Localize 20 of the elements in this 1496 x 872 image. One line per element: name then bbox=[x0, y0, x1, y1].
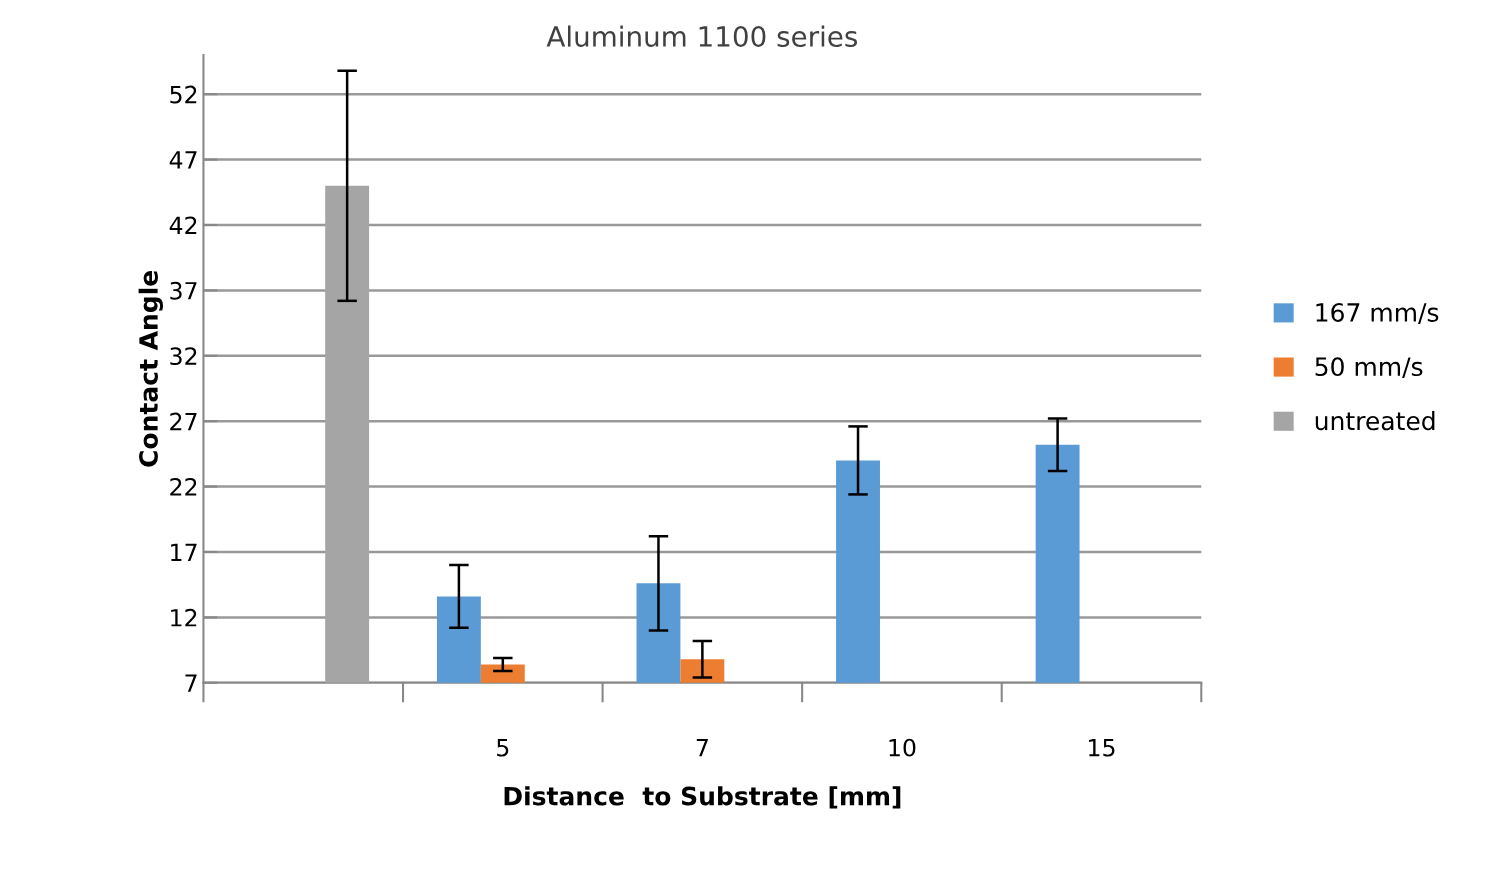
x-tick-label: 10 bbox=[889, 738, 916, 757]
y-axis-title: Contact Angle bbox=[138, 270, 163, 467]
y-tick-label: 32 bbox=[170, 347, 197, 366]
chart-title: Aluminum 1100 series bbox=[546, 25, 858, 47]
x-axis-title: Distance to Substrate [mm] bbox=[504, 786, 901, 809]
legend-label: untreated bbox=[1315, 410, 1435, 431]
y-tick-label: 27 bbox=[170, 412, 197, 431]
legend-label: 50 mm/s bbox=[1315, 357, 1423, 379]
y-tick-label: 17 bbox=[171, 543, 197, 561]
y-tick-label: 52 bbox=[170, 85, 197, 104]
y-tick-label: 42 bbox=[169, 216, 197, 234]
x-tick-label: 7 bbox=[696, 739, 708, 757]
x-tick-label: 5 bbox=[497, 739, 509, 757]
y-tick-label: 22 bbox=[170, 478, 197, 496]
legend-label: 167 mm/s bbox=[1316, 303, 1439, 324]
y-tick-label: 47 bbox=[169, 151, 197, 169]
y-tick-label: 12 bbox=[171, 608, 197, 627]
x-tick-label: 15 bbox=[1089, 739, 1115, 757]
y-tick-label: 37 bbox=[170, 281, 197, 300]
y-tick-label: 7 bbox=[185, 674, 197, 692]
